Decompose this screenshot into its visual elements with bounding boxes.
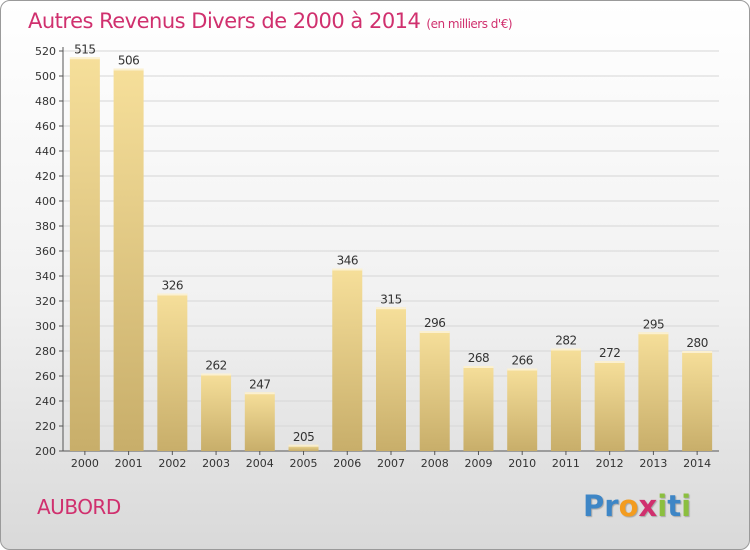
data-label: 506 bbox=[118, 54, 139, 68]
data-label: 280 bbox=[686, 336, 707, 350]
y-tick-label: 440 bbox=[35, 145, 56, 158]
x-tick-label: 2003 bbox=[202, 457, 230, 470]
data-label: 205 bbox=[293, 430, 314, 444]
y-tick-label: 380 bbox=[35, 220, 56, 233]
y-tick-label: 460 bbox=[35, 120, 56, 133]
y-tick-label: 520 bbox=[35, 45, 56, 58]
bar-highlight bbox=[201, 373, 232, 376]
x-tick-label: 2002 bbox=[158, 457, 186, 470]
y-tick-labels: 200 220 240 260 280 300 320 340 360 380 400 420 440 4… bbox=[35, 45, 56, 458]
x-tick-label: 2011 bbox=[552, 457, 580, 470]
bar bbox=[594, 361, 625, 451]
bars bbox=[69, 57, 713, 451]
bar-highlight bbox=[463, 366, 494, 368]
x-tick-label: 2008 bbox=[421, 457, 449, 470]
bar bbox=[69, 57, 100, 451]
logo-letter: o bbox=[618, 489, 639, 523]
y-tick-label: 340 bbox=[35, 270, 56, 283]
bar-highlight bbox=[113, 68, 144, 71]
data-label: 326 bbox=[162, 279, 183, 293]
bar bbox=[419, 331, 450, 451]
data-labels: 515 506 326 262 247 205 346 315 296 268 266 282 272 2… bbox=[74, 42, 708, 444]
x-tick-labels: 2000 2001 2002 2003 2004 2005 2006 2007 2008 2009… bbox=[71, 451, 711, 470]
x-tick-label: 2010 bbox=[508, 457, 536, 470]
bar bbox=[244, 392, 275, 451]
bar-highlight bbox=[157, 293, 188, 296]
bar bbox=[157, 293, 188, 451]
y-tick-label: 200 bbox=[35, 445, 56, 458]
bar bbox=[463, 366, 494, 451]
logo-letter: r bbox=[604, 489, 619, 523]
bar-highlight bbox=[288, 444, 319, 447]
logo-letter: i bbox=[657, 489, 668, 523]
y-tick-label: 320 bbox=[35, 295, 56, 308]
bar bbox=[682, 351, 713, 451]
bar-highlight bbox=[419, 331, 450, 333]
logo-letter: x bbox=[638, 489, 658, 523]
bar-highlight bbox=[550, 348, 581, 351]
y-tick-label: 300 bbox=[35, 320, 56, 333]
x-tick-label: 2012 bbox=[596, 457, 624, 470]
y-tick-label: 500 bbox=[35, 70, 56, 83]
x-tick-label: 2013 bbox=[639, 457, 667, 470]
bar bbox=[201, 373, 232, 451]
bar-highlight bbox=[376, 307, 406, 310]
bar bbox=[332, 268, 363, 451]
y-tick-label: 260 bbox=[35, 370, 56, 383]
logo-letter: t bbox=[667, 489, 682, 523]
bar-highlight bbox=[69, 57, 100, 60]
data-label: 515 bbox=[74, 42, 95, 56]
x-tick-label: 2001 bbox=[115, 457, 143, 470]
bar bbox=[376, 307, 406, 451]
bar-highlight bbox=[638, 332, 669, 335]
x-tick-label: 2005 bbox=[290, 457, 318, 470]
x-tick-label: 2009 bbox=[464, 457, 492, 470]
data-label: 266 bbox=[511, 354, 532, 368]
y-tick-label: 220 bbox=[35, 420, 56, 433]
data-label: 262 bbox=[205, 359, 226, 373]
bar-highlight bbox=[594, 361, 625, 363]
logo-letter: i bbox=[681, 489, 692, 523]
bar bbox=[550, 348, 581, 451]
x-tick-label: 2006 bbox=[333, 457, 361, 470]
chart-subtitle: (en milliers d'€) bbox=[426, 17, 513, 31]
y-tick-label: 280 bbox=[35, 345, 56, 358]
bar bbox=[288, 444, 319, 451]
bar-highlight bbox=[507, 368, 538, 371]
x-tick-label: 2007 bbox=[377, 457, 405, 470]
bar bbox=[113, 68, 144, 451]
x-tick-label: 2004 bbox=[246, 457, 274, 470]
y-tick-label: 480 bbox=[35, 95, 56, 108]
commune-name: AUBORD bbox=[37, 495, 121, 519]
bar-highlight bbox=[332, 268, 363, 271]
data-label: 247 bbox=[249, 377, 270, 391]
bar bbox=[638, 332, 669, 451]
bar-highlight bbox=[682, 351, 713, 353]
logo-letter: P bbox=[583, 489, 605, 523]
x-tick-label: 2014 bbox=[683, 457, 711, 470]
chart-title: Autres Revenus Divers de 2000 à 2014 (en … bbox=[28, 9, 513, 33]
data-label: 282 bbox=[555, 334, 576, 348]
y-tick-label: 400 bbox=[35, 195, 56, 208]
data-label: 268 bbox=[468, 351, 489, 365]
proxiti-logo: Proxiti bbox=[583, 489, 691, 523]
y-tick-label: 240 bbox=[35, 395, 56, 408]
y-tick-label: 360 bbox=[35, 245, 56, 258]
bar-highlight bbox=[244, 392, 275, 395]
chart-title-text: Autres Revenus Divers de 2000 à 2014 bbox=[28, 9, 421, 33]
x-tick-label: 2000 bbox=[71, 457, 99, 470]
data-label: 295 bbox=[643, 317, 664, 331]
data-label: 296 bbox=[424, 316, 445, 330]
bar bbox=[507, 368, 538, 451]
data-label: 315 bbox=[380, 292, 401, 306]
data-label: 346 bbox=[337, 254, 358, 268]
data-label: 272 bbox=[599, 346, 620, 360]
y-tick-label: 420 bbox=[35, 170, 56, 183]
